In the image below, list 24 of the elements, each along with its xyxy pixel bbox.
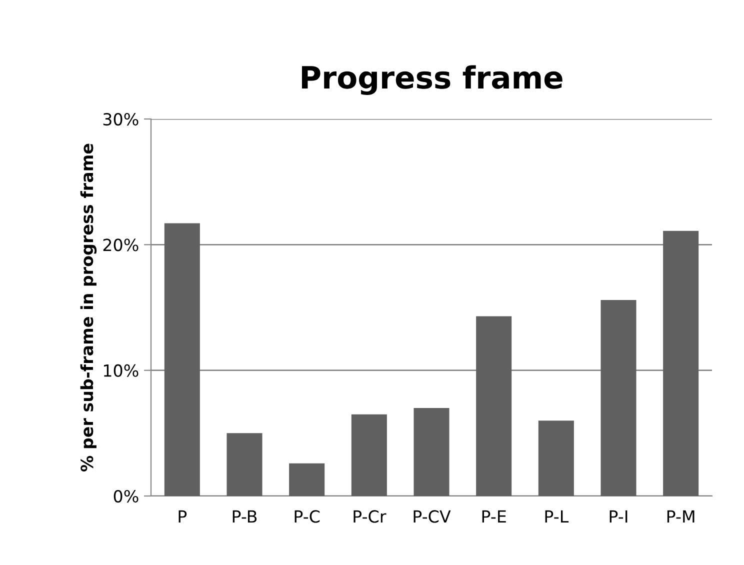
y-axis-title: % per sub-frame in progress frame	[80, 144, 97, 472]
chart-title: Progress frame	[302, 65, 562, 96]
x-tick-label: P-C	[294, 510, 320, 523]
bar	[289, 463, 325, 496]
y-tick-label: 20%	[103, 238, 138, 252]
x-tick-label: P-E	[482, 510, 506, 523]
bar	[538, 420, 574, 496]
x-tick-label: P-CV	[414, 510, 451, 523]
x-tick-label: P-Cr	[354, 510, 386, 523]
x-tick-label: P-B	[232, 510, 257, 523]
y-tick-label: 30%	[103, 112, 138, 126]
bar	[351, 414, 387, 496]
x-tick-label: P	[178, 510, 187, 523]
bar	[164, 223, 200, 496]
x-tick-label: P-L	[545, 510, 569, 523]
x-tick-label: P-M	[667, 510, 694, 523]
bar	[476, 316, 512, 496]
y-tick-label: 0%	[114, 490, 138, 503]
y-tick-label: 10%	[104, 364, 138, 377]
bar	[226, 433, 262, 496]
bar	[663, 230, 699, 496]
bar	[600, 300, 636, 496]
bar	[414, 408, 450, 496]
x-tick-label: P-I	[610, 510, 628, 523]
